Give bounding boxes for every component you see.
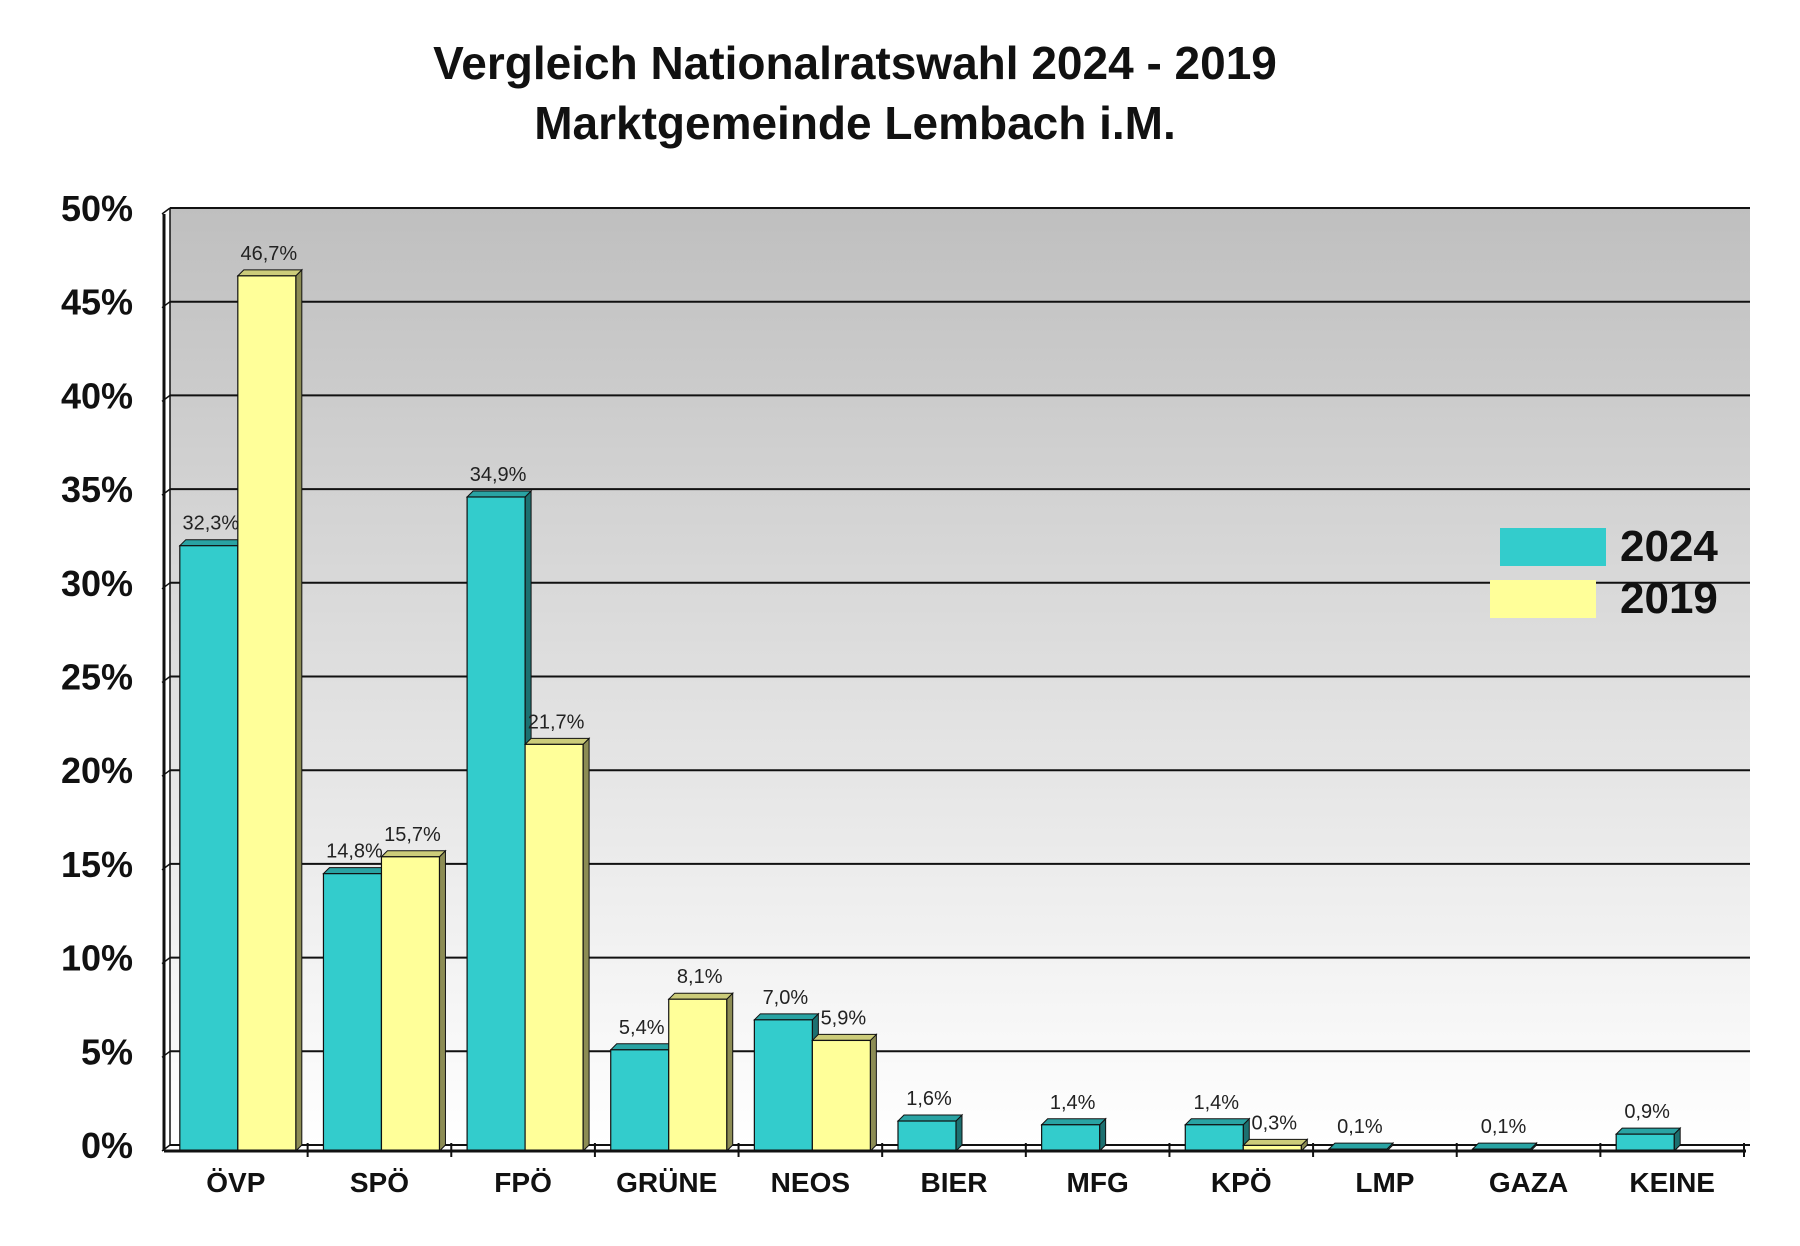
bar-2024-KEINE xyxy=(1615,1133,1675,1152)
axes: 0% 5% 10% 15% 20% 25% 30% 35% 40% 45% 50% ÖVP SPÖ FPÖ… xyxy=(61,188,1746,1198)
bar-top-2019 xyxy=(1242,1138,1309,1146)
chart-subtitle: Marktgemeinde Lembach i.M. xyxy=(534,97,1176,149)
x-tick-label: FPÖ xyxy=(494,1167,552,1198)
data-label: 32,3% xyxy=(182,513,239,535)
data-labels: 32,3% 46,7% 14,8%15,7% 34,9% 21,7% 5,4% 8,1% 7,… xyxy=(182,243,1670,1138)
y-tick-label: 20% xyxy=(61,750,133,791)
bar-top-2024 xyxy=(1184,1118,1251,1126)
data-label: 15,7% xyxy=(384,824,441,846)
bar-2024-BIER xyxy=(897,1120,957,1152)
bar-top-2019 xyxy=(667,992,734,1000)
data-label: 1,4% xyxy=(1193,1092,1239,1114)
bar-top-2019 xyxy=(236,269,304,277)
chart-title: Vergleich Nationalratswahl 2024 - 2019 xyxy=(433,37,1277,89)
bar-2024-GRÜNE xyxy=(610,1049,670,1152)
y-tick-label: 30% xyxy=(61,563,133,604)
bar-2019-NEOS xyxy=(811,1039,871,1152)
bar-side-2019 xyxy=(726,991,734,1153)
bar-side-2019 xyxy=(582,737,590,1153)
bar-2024-SPÖ xyxy=(322,873,383,1152)
data-label: 1,6% xyxy=(906,1088,952,1110)
data-label: 0,3% xyxy=(1251,1112,1297,1134)
data-label: 46,7% xyxy=(240,243,297,265)
bar-side-2019 xyxy=(438,849,446,1153)
legend-swatch-2019 xyxy=(1490,580,1596,618)
bar-side-2019 xyxy=(295,268,303,1153)
x-tick-label: ÖVP xyxy=(206,1167,265,1198)
bar-top-2024 xyxy=(178,539,246,547)
bar-top-2024 xyxy=(1327,1142,1395,1150)
y-tick-label: 50% xyxy=(61,188,133,229)
bar-top-2019 xyxy=(380,850,447,858)
data-label: 8,1% xyxy=(677,966,723,988)
x-tick-label: LMP xyxy=(1355,1167,1414,1198)
data-label: 0,9% xyxy=(1624,1101,1670,1123)
gridline-depth xyxy=(161,207,171,215)
x-tick-label: BIER xyxy=(921,1167,988,1198)
data-label: 0,1% xyxy=(1481,1116,1527,1138)
x-tick-label: NEOS xyxy=(771,1167,850,1198)
data-label: 7,0% xyxy=(763,987,809,1009)
bar-2024-MFG xyxy=(1041,1124,1101,1152)
bar-2019-GRÜNE xyxy=(668,998,728,1152)
x-tick-label: MFG xyxy=(1067,1167,1129,1198)
data-label: 14,8% xyxy=(326,841,383,863)
bar-2024-NEOS xyxy=(753,1019,813,1152)
legend-label-2024: 2024 xyxy=(1620,522,1718,571)
data-label: 0,1% xyxy=(1337,1116,1383,1138)
y-tick-label: 40% xyxy=(61,375,133,416)
x-tick-label: GAZA xyxy=(1489,1167,1568,1198)
y-tick-label: 0% xyxy=(81,1125,133,1166)
bar-2019-SPÖ xyxy=(380,856,441,1152)
legend-label-2019: 2019 xyxy=(1620,574,1718,623)
bar-2019-ÖVP xyxy=(237,275,297,1152)
y-tick-label: 25% xyxy=(61,657,133,698)
data-label: 34,9% xyxy=(470,464,527,486)
bar-top-2019 xyxy=(811,1033,878,1041)
y-tick-label: 45% xyxy=(61,282,133,323)
bar-top-2024 xyxy=(753,1013,820,1021)
bar-2019-FPÖ xyxy=(524,743,584,1152)
data-label: 5,9% xyxy=(821,1007,867,1029)
bar-top-2024 xyxy=(1040,1118,1107,1126)
y-tick-label: 15% xyxy=(61,844,133,885)
data-label: 5,4% xyxy=(619,1017,665,1039)
bar-top-2024 xyxy=(322,867,389,875)
bar-top-2019 xyxy=(523,737,591,745)
bar-top-2024 xyxy=(609,1043,676,1051)
legend-swatch-2024 xyxy=(1500,528,1606,566)
bar-top-2024 xyxy=(896,1114,964,1122)
bar-2024-FPÖ xyxy=(466,496,526,1152)
data-label: 1,4% xyxy=(1050,1092,1096,1114)
bar-2024-KPÖ xyxy=(1184,1124,1244,1152)
bar-top-2024 xyxy=(465,490,533,498)
bar-side-2019 xyxy=(869,1033,877,1153)
y-tick-label: 5% xyxy=(81,1031,133,1072)
y-tick-label: 10% xyxy=(61,938,133,979)
bar-top-2024 xyxy=(1614,1127,1682,1135)
data-label: 21,7% xyxy=(528,711,585,733)
bar-2024-ÖVP xyxy=(179,545,239,1152)
x-tick-label: KPÖ xyxy=(1211,1167,1272,1198)
x-tick-label: KEINE xyxy=(1629,1167,1715,1198)
bar-top-2024 xyxy=(1471,1142,1538,1150)
bars xyxy=(178,268,1682,1153)
x-tick-label: SPÖ xyxy=(350,1167,409,1198)
x-tick-label: GRÜNE xyxy=(616,1167,717,1198)
y-tick-label: 35% xyxy=(61,469,133,510)
